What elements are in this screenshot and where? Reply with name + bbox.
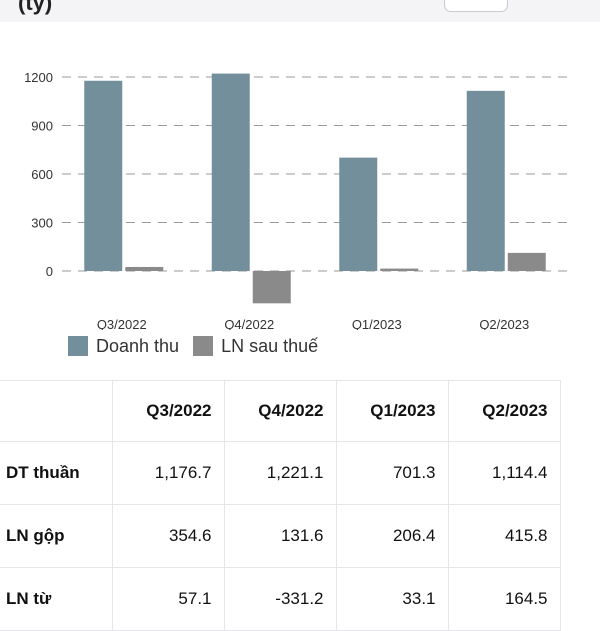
bar-revenue — [84, 80, 123, 271]
bar-net-profit — [125, 266, 164, 271]
table-cell: 164.5 — [447, 567, 561, 631]
row-label: DT thuần — [0, 441, 113, 505]
legend-label-revenue: Doanh thu — [96, 335, 180, 356]
table-cell: 1,221.1 — [223, 441, 337, 505]
table-header-blank — [0, 380, 113, 442]
x-tick-label: Q4/2022 — [224, 317, 274, 330]
table-header-row: Q3/2022 Q4/2022 Q1/2023 Q2/2023 — [0, 380, 561, 442]
table-header-q4-2022: Q4/2022 — [223, 380, 337, 442]
table-cell: -331.2 — [223, 567, 337, 631]
revenue-profit-chart: 0 300 600 900 1200 Q3/2022 Q4/2022 Q1/2023 Q2/20… — [24, 70, 572, 330]
table-cell: 354.6 — [111, 504, 225, 568]
legend-swatch-revenue — [68, 336, 88, 356]
y-tick-label: 0 — [46, 264, 53, 279]
table-row: DT thuần 1,176.7 1,221.1 701.3 1,114.4 — [0, 441, 561, 505]
table-cell: 1,114.4 — [447, 441, 561, 505]
y-tick-label: 900 — [31, 119, 53, 134]
table-cell: 206.4 — [335, 504, 449, 568]
bar-net-profit — [507, 252, 546, 271]
legend-swatch-net-profit — [193, 336, 214, 356]
unit-toggle-button[interactable] — [444, 0, 508, 12]
table-cell: 415.8 — [447, 504, 561, 568]
y-tick-label: 600 — [31, 167, 53, 182]
bar-revenue — [339, 157, 378, 271]
legend-item-net-profit: LN sau thuế — [193, 336, 318, 357]
table-row: LN từ 57.1 -331.2 33.1 164.5 — [0, 567, 561, 631]
x-tick-label: Q1/2023 — [352, 317, 402, 330]
page-title-fragment: (tỷ) — [18, 0, 53, 15]
table-header-q1-2023: Q1/2023 — [335, 380, 449, 442]
legend-label-net-profit: LN sau thuế — [221, 335, 319, 356]
x-tick-label: Q2/2023 — [479, 317, 529, 330]
table-cell: 131.6 — [223, 504, 337, 568]
bar-net-profit — [380, 268, 419, 271]
legend-item-revenue: Doanh thu — [68, 336, 179, 357]
table-header-q3-2022: Q3/2022 — [111, 380, 225, 442]
chart-legend: Doanh thu LN sau thuế — [68, 334, 322, 358]
top-bar: (tỷ) — [0, 0, 600, 22]
table-row: LN gộp 354.6 131.6 206.4 415.8 — [0, 504, 561, 568]
table-cell: 701.3 — [335, 441, 449, 505]
table-cell: 1,176.7 — [111, 441, 225, 505]
y-tick-label: 300 — [31, 216, 53, 231]
row-label: LN từ — [0, 567, 113, 631]
row-label: LN gộp — [0, 504, 113, 568]
financial-table: Q3/2022 Q4/2022 Q1/2023 Q2/2023 DT thuần… — [0, 380, 561, 631]
table-cell: 33.1 — [335, 567, 449, 631]
bar-revenue — [211, 73, 250, 271]
bar-net-profit — [252, 271, 291, 304]
y-tick-label: 1200 — [24, 70, 53, 85]
bar-revenue — [466, 90, 505, 271]
table-cell: 57.1 — [111, 567, 225, 631]
table-header-q2-2023: Q2/2023 — [447, 380, 561, 442]
x-tick-label: Q3/2022 — [97, 317, 147, 330]
